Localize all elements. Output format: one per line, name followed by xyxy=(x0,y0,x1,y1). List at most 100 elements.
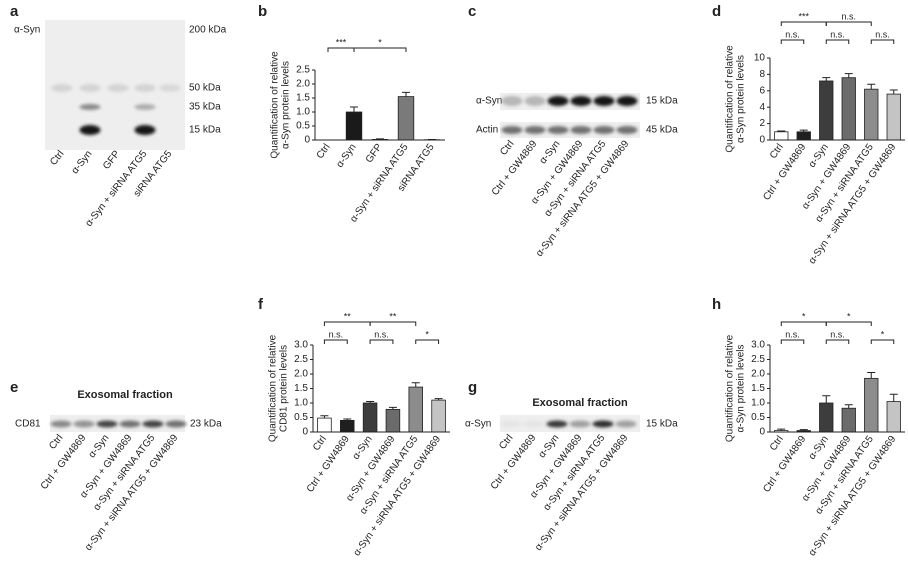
error-bar xyxy=(320,415,329,419)
bar xyxy=(886,401,901,433)
bar xyxy=(841,77,856,141)
bar xyxy=(408,386,423,433)
error-bar xyxy=(434,398,443,401)
significance-bracket xyxy=(825,321,872,326)
y-tick-label: 2.0 xyxy=(294,369,308,380)
y-tick-label: 8 xyxy=(759,69,765,80)
blot-band xyxy=(547,96,569,106)
blot-band xyxy=(616,126,638,134)
error-bar xyxy=(799,129,808,132)
significance-bracket xyxy=(323,339,348,344)
bar xyxy=(886,93,901,141)
significance-bracket xyxy=(323,321,371,326)
y-tick-label: 4 xyxy=(759,102,765,113)
y-tick-label: 2.5 xyxy=(294,354,308,365)
y-tick-label: 0 xyxy=(304,135,310,146)
y-tick-label: 3.0 xyxy=(751,340,765,351)
error-bar xyxy=(867,372,876,379)
significance-bracket xyxy=(353,47,407,52)
x-tick-label: α-Syn xyxy=(334,142,358,170)
significance-label: * xyxy=(378,37,382,47)
y-tick-label: 6 xyxy=(759,85,765,96)
x-tick-label: Ctrl xyxy=(768,142,786,161)
y-axis-label: CD81 protein levels xyxy=(279,345,290,432)
blot-band xyxy=(134,84,156,92)
error-bar xyxy=(388,406,397,410)
panel-label: a xyxy=(10,3,19,20)
blot-band xyxy=(593,126,615,134)
bar xyxy=(841,407,856,433)
significance-label: * xyxy=(847,311,851,321)
y-tick-label: 1.0 xyxy=(296,107,310,118)
blot-band xyxy=(79,125,101,135)
lane-label: Ctrl xyxy=(498,139,516,158)
significance-label: ** xyxy=(344,311,352,321)
significance-bracket xyxy=(780,21,827,26)
y-tick-label: 0.5 xyxy=(751,412,765,423)
blot-size-label: 200 kDa xyxy=(189,25,227,36)
significance-bracket xyxy=(780,339,805,344)
y-tick-label: 1.5 xyxy=(751,383,765,394)
bar xyxy=(864,88,879,141)
significance-bracket xyxy=(327,47,355,52)
blot-size-label: 23 kDa xyxy=(190,419,222,430)
blot-row-label: α-Syn xyxy=(476,96,502,107)
blot-band xyxy=(107,84,129,92)
significance-label: * xyxy=(802,311,806,321)
y-tick-label: 2 xyxy=(759,118,765,129)
blot-band xyxy=(134,104,156,110)
error-bar xyxy=(777,428,786,431)
x-tick-label: Ctrl + GW4869 xyxy=(761,434,808,495)
significance-bracket xyxy=(780,39,805,44)
blot-band xyxy=(593,96,615,106)
y-tick-label: 1.5 xyxy=(296,93,310,104)
error-bar xyxy=(350,106,358,112)
significance-label: * xyxy=(881,329,885,339)
bar xyxy=(819,80,834,141)
y-tick-label: 2.5 xyxy=(751,354,765,365)
x-tick-label: Ctrl xyxy=(315,142,333,161)
panel-label: d xyxy=(712,3,721,20)
bar xyxy=(819,402,834,433)
blot-row-label: α-Syn xyxy=(14,25,40,36)
bar xyxy=(397,96,415,141)
error-bar xyxy=(844,73,853,78)
significance-label: n.s. xyxy=(830,329,845,339)
y-tick-label: 3.0 xyxy=(294,340,308,351)
error-bar xyxy=(366,401,375,403)
y-axis-label: α-Syn protein levels xyxy=(736,55,747,143)
y-axis-label: α-Syn protein levels xyxy=(281,61,292,149)
significance-bracket xyxy=(825,39,850,44)
error-bar xyxy=(402,91,410,97)
error-bar xyxy=(777,130,786,132)
significance-bracket xyxy=(870,39,895,44)
blot-band xyxy=(524,96,546,106)
y-tick-label: 2.5 xyxy=(296,65,310,76)
blot-size-label: 15 kDa xyxy=(646,419,678,430)
significance-label: n.s. xyxy=(785,329,800,339)
blot-band xyxy=(165,420,187,428)
error-bar xyxy=(799,429,808,431)
y-tick-label: 1.5 xyxy=(294,383,308,394)
error-bar xyxy=(343,418,352,421)
blot-title: Exosomal fraction xyxy=(532,397,628,409)
blot-band xyxy=(142,420,164,428)
blot-size-label: 15 kDa xyxy=(646,96,678,107)
blot-strip xyxy=(50,415,185,432)
error-bar xyxy=(411,382,420,388)
blot-band xyxy=(570,126,592,134)
significance-bracket xyxy=(825,21,872,26)
y-tick-label: 0.5 xyxy=(296,121,310,132)
blot-band xyxy=(96,420,118,428)
lane-label: Ctrl xyxy=(497,433,515,452)
significance-label: *** xyxy=(798,11,809,21)
blot-size-label: 35 kDa xyxy=(189,102,221,113)
blot-band xyxy=(615,420,637,428)
significance-label: n.s. xyxy=(875,29,890,39)
bar xyxy=(796,131,811,141)
significance-bracket xyxy=(870,339,895,344)
significance-label: n.s. xyxy=(374,329,389,339)
significance-bracket xyxy=(825,339,850,344)
significance-bracket xyxy=(780,321,827,326)
